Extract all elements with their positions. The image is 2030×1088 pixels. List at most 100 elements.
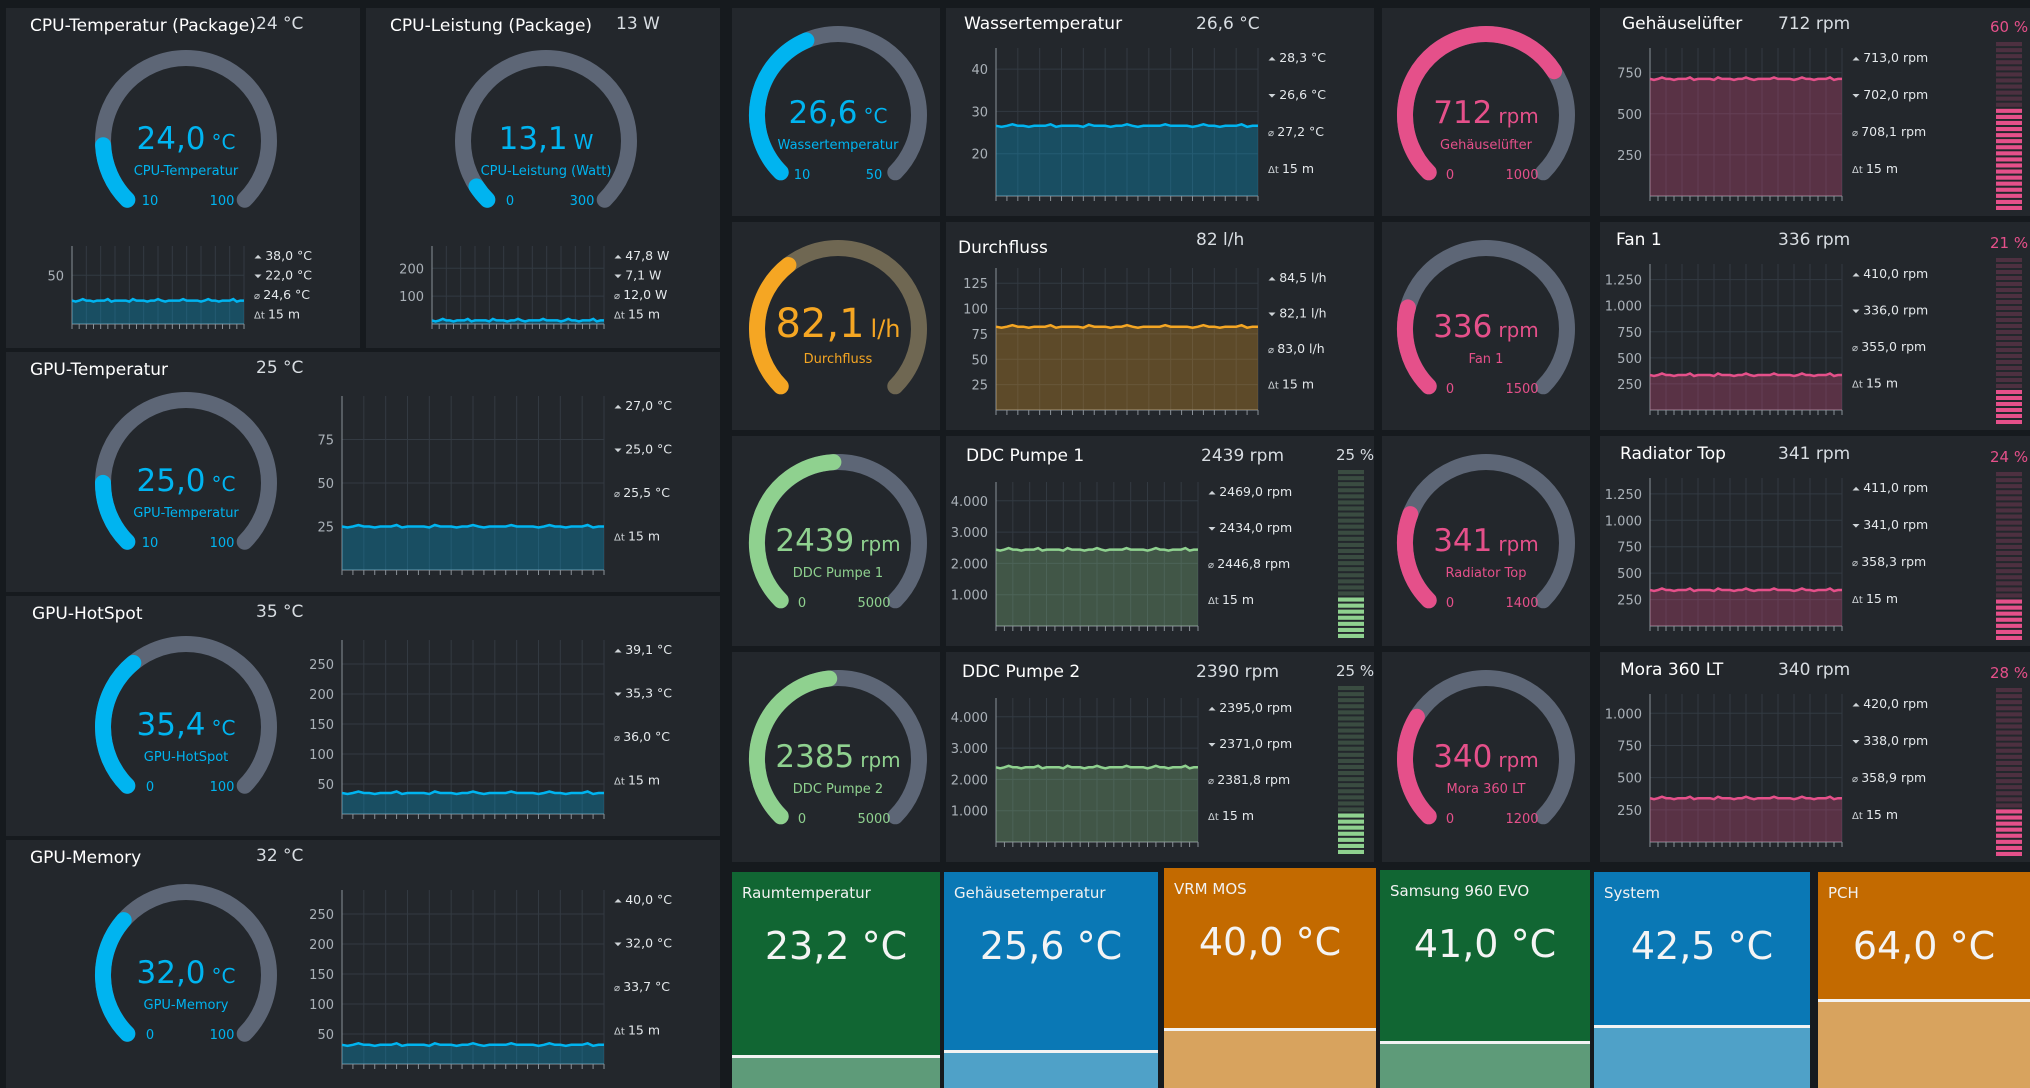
y-tick-label: 500 [1617,567,1642,582]
current-value: 35 °C [256,602,304,622]
level-segment [1338,603,1364,608]
current-value: 24 °C [256,14,304,34]
percent-value: 60 % [1990,18,2029,36]
level-segment [1996,348,2022,352]
gauge-max: 300 [570,194,595,209]
level-bar-case-fan [1996,42,2022,210]
gauge-rad-top: 341 rpm Radiator Top 0 1400 [1396,454,1575,611]
current-value: 25 °C [256,358,304,378]
gauge-max: 1200 [1505,812,1538,827]
stat-max: ⏶ 2469,0 rpm [1208,484,1292,499]
level-segment [1338,734,1364,739]
level-segment [1996,557,2022,562]
gauge-value: 26,6 °C [789,95,888,131]
stat-avg: ⌀ 2446,8 rpm [1208,556,1290,571]
tile-fill [1818,998,2030,1088]
chart-gpu-hotspot: 250 200 150 100 50 ⏶ 39,1 °C ⏷ 35,3 °C ⌀ 36,0 °… [309,640,672,819]
level-segment [1996,127,2022,132]
series-line [995,764,1198,770]
panel-flow-gauge: 82,1 l/h Durchfluss [732,222,940,430]
level-segment [1996,797,2022,802]
gauge-max: 1500 [1505,382,1538,397]
current-value: 340 rpm [1778,660,1851,680]
level-segment [1338,716,1364,721]
y-tick-label: 1.250 [1605,488,1642,503]
panel-title: Mora 360 LT [1620,660,1724,680]
y-tick-label: 4.000 [951,495,988,510]
series-line [1649,795,1842,801]
level-segment [1338,831,1364,836]
level-segment [1996,306,2022,310]
panel-flow-chart: Durchfluss 82 l/h 125 100 75 50 25 ⏶ 84,5 l/h… [946,222,1374,430]
level-segment [1996,151,2022,156]
level-segment [1996,688,2022,693]
tile-fill [1164,1027,1376,1088]
tile-value: 42,5 °C [1630,924,1774,968]
stat-avg: ⌀ 24,6 °C [254,287,310,302]
level-segment [1996,72,2022,77]
panel-cpu-power: CPU-Leistung (Package) 13 W 13,1 W CPU-Lei… [366,8,720,348]
stat-window: Δt 15 m [254,307,300,322]
level-segment [1338,597,1364,602]
series-area [1650,588,1842,626]
level-segment [1996,139,2022,144]
level-segment [1338,722,1364,727]
y-tick-label: 50 [47,269,64,284]
level-segment [1996,821,2022,826]
level-bar-mora [1996,688,2022,856]
chart-flow: 125 100 75 50 25 ⏶ 84,5 l/h ⏷ 82,1 l/h ⌀ 83,0 l… [963,268,1327,415]
current-value: 2439 rpm [1201,446,1285,466]
level-segment [1996,378,2022,382]
gauge-label: GPU-Temperatur [133,506,239,521]
current-value: 82 l/h [1196,230,1245,250]
gauge-water-temp: 26,6 °C Wassertemperatur 10 50 [748,26,927,183]
gauge-min: 0 [1446,382,1454,397]
panel-mora-chart: Mora 360 LT 340 rpm 28 % 1.000 750 500 250 ⏶… [1600,652,2030,862]
y-tick-label: 30 [971,105,988,120]
level-segment [1338,488,1364,493]
level-segment [1996,839,2022,844]
stat-max: ⏶ 27,0 °C [614,398,672,413]
y-tick-label: 250 [309,658,334,673]
stat-max: ⏶ 420,0 rpm [1852,696,1928,711]
level-segment [1996,629,2022,634]
stat-min: ⏷ 26,6 °C [1268,87,1326,102]
gauge-max: 100 [210,1028,235,1043]
panel-ddc2-gauge: 2385 rpm DDC Pumpe 2 0 5000 [732,652,940,862]
y-tick-label: 250 [1617,804,1642,819]
series-line [995,122,1258,129]
chart-cpu-power: 200 100 ⏶ 47,8 W ⏷ 7,1 W ⌀ 12,0 W Δt 15 m [399,246,669,329]
y-tick-label: 150 [309,968,334,983]
level-segment [1996,42,2022,47]
panel-title: DDC Pumpe 1 [966,446,1085,466]
chart-case-fan: 750 500 250 ⏶ 713,0 rpm ⏷ 702,0 rpm ⌀ 708,1 r… [1617,48,1928,201]
series-line [1649,587,1842,593]
tile-fill [1594,1024,1810,1088]
level-segment [1996,575,2022,580]
level-segment [1996,187,2022,192]
panel-water-chart: Wassertemperatur 26,6 °C 40 30 20 ⏶ 28,3 °C… [946,8,1374,216]
level-segment [1996,779,2022,784]
level-segment [1996,60,2022,65]
level-segment [1996,742,2022,747]
stat-window: Δt 15 m [1852,807,1898,822]
stat-min: ⏷ 338,0 rpm [1852,733,1928,748]
level-segment [1996,48,2022,53]
stat-max: ⏶ 28,3 °C [1268,50,1326,65]
y-tick-label: 500 [1617,772,1642,787]
panel-gpu-hotspot: GPU-HotSpot 35 °C 35,4 °C GPU-HotSpot 0 100 … [6,596,720,836]
y-tick-label: 25 [971,379,988,394]
tile-ssd-temp: Samsung 960 EVO 41,0 °C [1380,870,1590,1088]
level-segment [1338,579,1364,584]
level-segment [1996,84,2022,89]
stat-window: Δt 15 m [614,307,660,322]
level-segment [1338,837,1364,842]
level-segment [1996,145,2022,150]
level-segment [1338,530,1364,535]
level-segment [1338,752,1364,757]
chart-rad-top: 1.250 1.000 750 500 250 ⏶ 411,0 rpm ⏷ 341,0 rp… [1605,478,1928,631]
level-segment [1996,324,2022,328]
gauge-max: 1400 [1505,596,1538,611]
level-segment [1996,538,2022,543]
gauge-flow: 82,1 l/h Durchfluss [749,240,927,395]
